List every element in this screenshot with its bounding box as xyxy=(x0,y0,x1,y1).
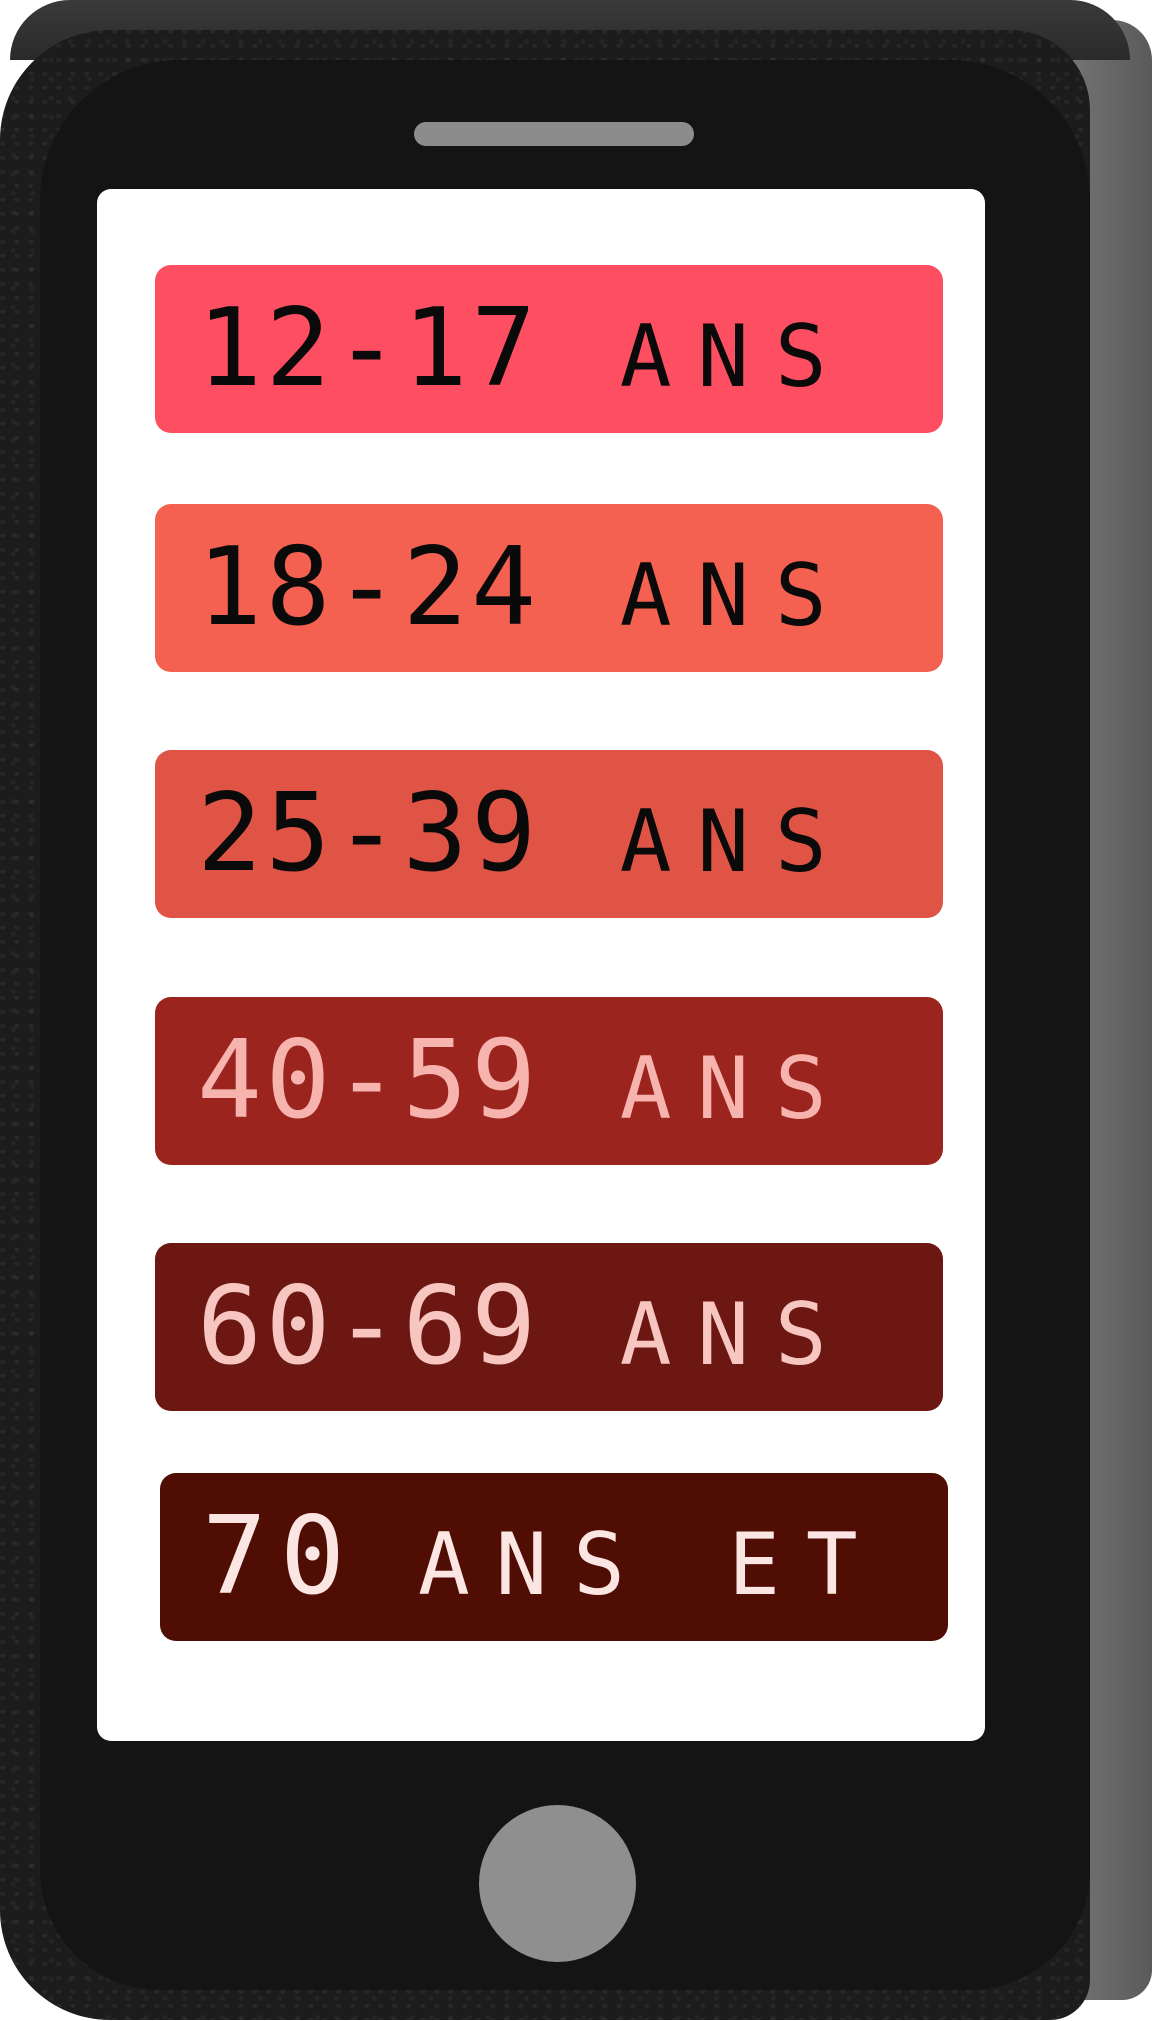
age-unit-label: ANS ET + xyxy=(417,1515,948,1615)
age-unit-label: ANS xyxy=(619,546,853,646)
age-range-label: 40-59 xyxy=(197,1018,540,1143)
age-group-button-12-17[interactable]: 12-17 ANS xyxy=(155,265,943,433)
age-range-label: 12-17 xyxy=(197,286,540,411)
age-range-label: 60-69 xyxy=(197,1264,540,1389)
age-unit-label: ANS xyxy=(619,307,853,407)
age-range-label: 70 xyxy=(202,1494,358,1619)
home-button[interactable] xyxy=(479,1805,636,1962)
age-group-button-40-59[interactable]: 40-59 ANS xyxy=(155,997,943,1165)
age-unit-label: ANS xyxy=(619,792,853,892)
age-unit-label: ANS xyxy=(619,1285,853,1385)
age-group-button-25-39[interactable]: 25-39 ANS xyxy=(155,750,943,918)
age-range-label: 25-39 xyxy=(197,771,540,896)
speaker-slot xyxy=(414,122,694,146)
age-group-button-70-plus[interactable]: 70 ANS ET + xyxy=(160,1473,948,1641)
age-group-button-18-24[interactable]: 18-24 ANS xyxy=(155,504,943,672)
age-unit-label: ANS xyxy=(619,1039,853,1139)
age-group-button-60-69[interactable]: 60-69 ANS xyxy=(155,1243,943,1411)
age-range-label: 18-24 xyxy=(197,525,540,650)
phone-screen: 12-17 ANS 18-24 ANS 25-39 ANS 40-59 ANS … xyxy=(97,189,985,1741)
